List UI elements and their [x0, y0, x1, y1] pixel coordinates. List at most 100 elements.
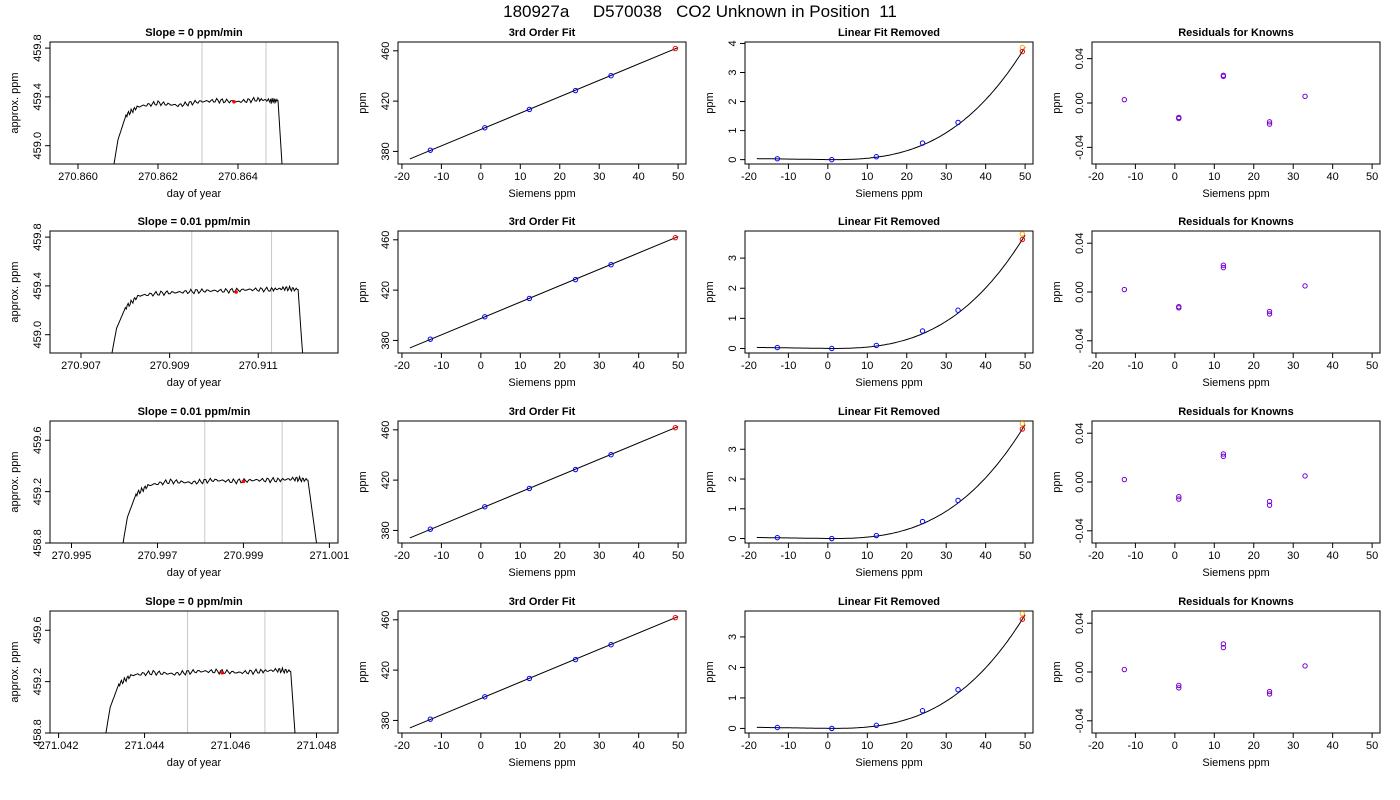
x-tick-label: -10: [433, 740, 449, 752]
panel-linear_removed-row2: Linear Fit Removed -20 -10 0 10 20 30 40 50 0 1 2 3 S…: [704, 406, 1034, 579]
panel-linear_removed-row1: Linear Fit Removed -20 -10 0 10 20 30 40 50 0 1 2 3 S…: [704, 216, 1034, 389]
y-tick-label: 0: [727, 725, 739, 731]
y-tick-label: 0.00: [1074, 661, 1086, 682]
plot-frame: [744, 230, 1034, 354]
panel-title: Residuals for Knowns: [1178, 216, 1294, 228]
x-tick-label: 50: [672, 550, 684, 562]
x-tick-label: 10: [514, 740, 526, 752]
known-point: [427, 526, 434, 532]
plot-area: [105, 666, 296, 733]
y-tick-label: 2: [727, 664, 739, 670]
y-tick-label: 0.04: [1074, 48, 1086, 69]
x-tick-label: 270.907: [61, 360, 101, 372]
x-axis-label: day of year: [167, 757, 222, 769]
plot-frame: [49, 420, 339, 544]
x-tick-label: 50: [672, 171, 684, 183]
panel-title: Linear Fit Removed: [838, 216, 940, 228]
panel-title: Residuals for Knowns: [1178, 596, 1294, 608]
x-tick-label: 270.911: [239, 360, 278, 372]
x-tick-label: -20: [394, 550, 410, 562]
y-tick-label: 0: [727, 535, 739, 541]
unknown-alt-point: [1019, 421, 1026, 427]
y-axis-label: ppm: [704, 471, 716, 492]
panel-linear_removed-row0: Linear Fit Removed -20 -10 0 10 20 30 40 50 0 1 2 3 4…: [704, 27, 1034, 200]
y-axis-label: ppm: [704, 661, 716, 682]
plot-area: [113, 96, 283, 164]
unknown-point: [1019, 426, 1026, 432]
y-tick-label: 0.00: [1074, 471, 1086, 492]
x-tick-label: 271.044: [125, 740, 165, 752]
y-axis-label: approx. ppm: [9, 641, 21, 702]
x-tick-label: -20: [1088, 171, 1104, 183]
known-point: [526, 106, 533, 113]
x-tick-label: 30: [593, 360, 605, 372]
plot-frame: [49, 610, 339, 734]
y-tick-label: 460: [380, 231, 392, 249]
known-point: [427, 716, 434, 722]
residual-point: [1266, 121, 1273, 127]
panel-title: Slope = 0.01 ppm/min: [138, 406, 251, 418]
unknown-point: [672, 45, 679, 52]
known-point: [774, 724, 781, 731]
x-tick-label: -20: [1088, 360, 1104, 372]
data-trace: [105, 666, 296, 733]
panel-fit-row2: 3rd Order Fit -20 -10 0 10 20 30 40 50 380 420 460 S…: [357, 406, 687, 579]
known-point: [873, 342, 880, 349]
y-axis-label: approx. ppm: [9, 451, 21, 512]
y-tick-label: 1: [727, 315, 739, 321]
x-tick-label: 10: [514, 171, 526, 183]
panel-title: Slope = 0 ppm/min: [145, 596, 243, 608]
y-tick-label: 2: [727, 98, 739, 104]
residual-point: [1220, 262, 1227, 268]
known-point: [608, 262, 614, 268]
x-tick-label: 270.860: [58, 171, 98, 183]
y-tick-label: 1: [727, 506, 739, 512]
x-tick-label: 50: [1366, 550, 1378, 562]
fit-curve: [756, 424, 1026, 539]
unknown-point: [672, 614, 679, 621]
plot-frame: [397, 41, 687, 165]
x-tick-label: 20: [1248, 550, 1260, 562]
x-tick-label: 0: [478, 360, 484, 372]
x-tick-label: -20: [394, 360, 410, 372]
plot-frame: [1091, 230, 1381, 354]
x-axis-label: Siemens ppm: [855, 377, 922, 389]
residual-point: [1302, 663, 1308, 669]
x-tick-label: -20: [741, 550, 757, 562]
plot-area: [1121, 641, 1308, 697]
y-tick-label: 420: [380, 471, 392, 489]
x-tick-label: -10: [1127, 740, 1143, 752]
y-axis-label: ppm: [1051, 92, 1063, 113]
x-tick-label: 10: [514, 550, 526, 562]
x-tick-label: 20: [554, 171, 566, 183]
y-tick-label: -0.04: [1074, 518, 1086, 543]
x-tick-label: 50: [1366, 360, 1378, 372]
x-tick-label: 40: [980, 740, 992, 752]
y-tick-label: 0.00: [1074, 281, 1086, 302]
x-tick-label: 20: [554, 740, 566, 752]
y-tick-label: 459.6: [32, 616, 44, 644]
x-axis-label: day of year: [167, 188, 222, 200]
known-point: [919, 328, 926, 334]
known-point: [526, 295, 533, 302]
x-axis-label: Siemens ppm: [1202, 188, 1269, 200]
known-point: [955, 497, 961, 504]
unknown-marker: [220, 670, 224, 675]
y-tick-label: 459.0: [32, 132, 44, 160]
x-tick-label: 40: [980, 171, 992, 183]
y-tick-label: 459.6: [32, 426, 44, 454]
plot-frame: [49, 41, 339, 165]
known-point: [955, 119, 961, 126]
x-tick-label: 271.001: [310, 550, 350, 562]
unknown-point: [672, 234, 679, 241]
data-trace: [111, 284, 304, 353]
y-tick-label: 0: [727, 345, 739, 351]
known-point: [873, 532, 880, 539]
y-axis-label: ppm: [357, 661, 369, 682]
x-tick-label: -20: [1088, 740, 1104, 752]
panel-title: Residuals for Knowns: [1178, 27, 1294, 39]
x-tick-label: 20: [554, 360, 566, 372]
y-tick-label: 460: [380, 421, 392, 439]
plot-frame: [397, 420, 687, 544]
